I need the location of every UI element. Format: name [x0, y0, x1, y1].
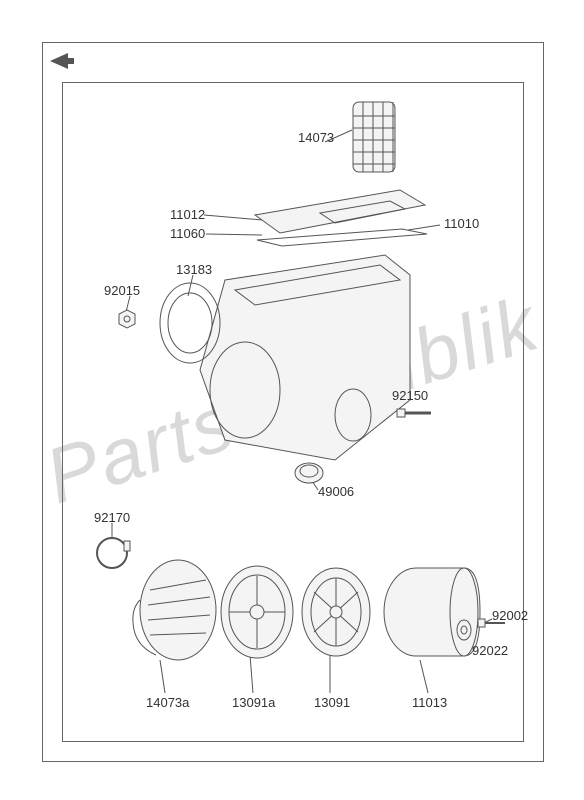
- label-13091a: 13091a: [232, 695, 275, 710]
- label-11013: 11013: [412, 695, 447, 710]
- label-92170: 92170: [94, 510, 130, 525]
- inner-frame: [62, 82, 524, 742]
- label-14073: 14073: [298, 130, 334, 145]
- label-92150: 92150: [392, 388, 428, 403]
- page: PartsRepublik: [0, 0, 584, 800]
- label-92002: 92002: [492, 608, 528, 623]
- label-11012: 11012: [170, 207, 205, 222]
- label-92015: 92015: [104, 283, 140, 298]
- label-13183: 13183: [176, 262, 212, 277]
- label-11010: 11010: [444, 216, 479, 231]
- label-11060: 11060: [170, 226, 205, 241]
- label-13091: 13091: [314, 695, 350, 710]
- label-49006: 49006: [318, 484, 354, 499]
- label-92022: 92022: [472, 643, 508, 658]
- label-14073a: 14073a: [146, 695, 189, 710]
